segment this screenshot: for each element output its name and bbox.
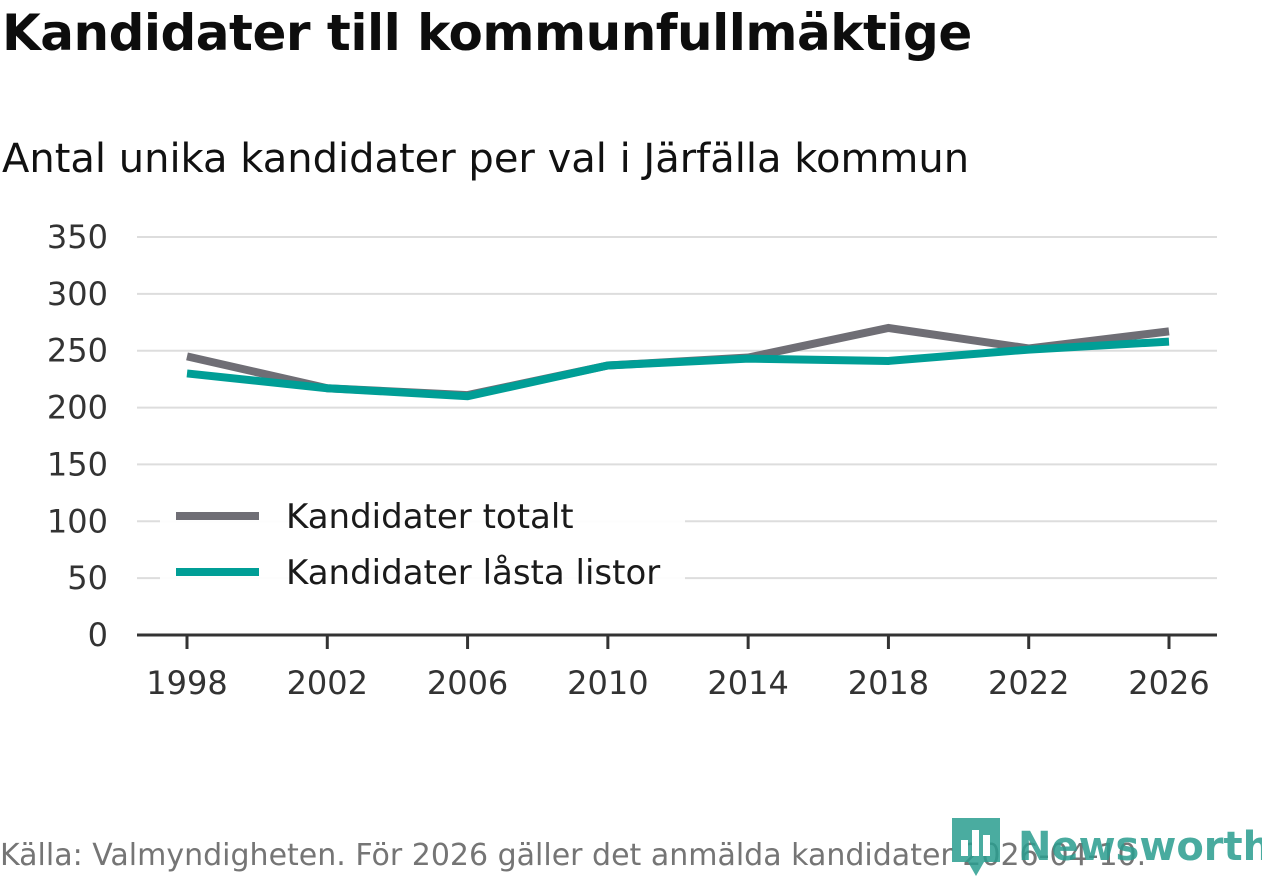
y-tick-label-300: 300 (47, 275, 108, 313)
x-tick-label-1998: 1998 (146, 664, 227, 702)
y-tick-label-50: 50 (67, 559, 108, 597)
chart-title: Kandidater till kommunfullmäktige (2, 4, 972, 62)
series-line-2 (186, 337, 1170, 401)
x-tick-label-2026: 2026 (1128, 664, 1209, 702)
x-tick-label-2014: 2014 (707, 664, 788, 702)
brand-name: Newsworthy (1018, 824, 1262, 870)
x-tick-label-2010: 2010 (567, 664, 648, 702)
x-tick-label-2018: 2018 (848, 664, 929, 702)
legend-label-1: Kandidater totalt (286, 497, 574, 537)
legend: Kandidater totalt Kandidater låsta listor (160, 482, 685, 604)
chart-subtitle: Antal unika kandidater per val i Järfäll… (2, 136, 970, 182)
brand-logo: Newsworthy (952, 818, 1262, 876)
legend-background (160, 482, 685, 604)
x-axis: 1998 2002 2006 2010 2014 2018 2022 2026 (137, 633, 1217, 702)
y-axis-tick-labels: 0 50 100 150 200 250 300 350 (47, 218, 108, 654)
y-tick-label-150: 150 (47, 445, 108, 483)
y-tick-label-100: 100 (47, 502, 108, 540)
series-lines (186, 323, 1170, 401)
y-tick-label-250: 250 (47, 332, 108, 370)
legend-label-2: Kandidater låsta listor (286, 553, 660, 593)
x-tick-label-2022: 2022 (988, 664, 1069, 702)
y-tick-label-0: 0 (88, 616, 108, 654)
y-tick-label-200: 200 (47, 389, 108, 427)
y-tick-label-350: 350 (47, 218, 108, 256)
x-tick-label-2002: 2002 (287, 664, 368, 702)
bar-chart-speech-icon (952, 818, 1000, 876)
x-tick-label-2006: 2006 (427, 664, 508, 702)
